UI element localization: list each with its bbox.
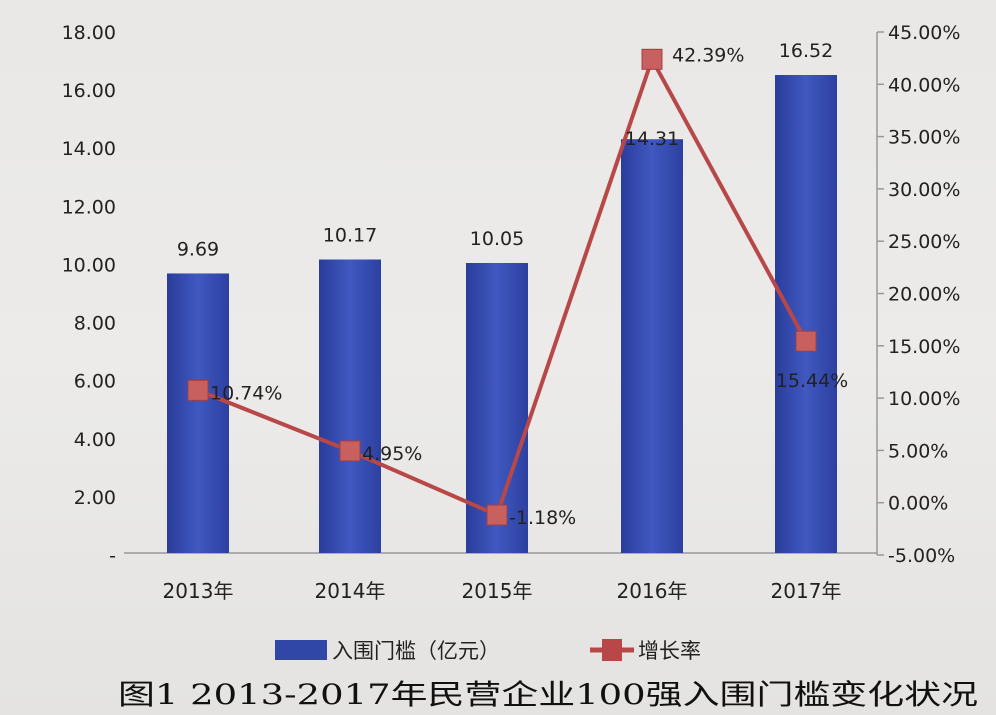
bar-label: 10.05	[470, 228, 524, 250]
line-marker	[339, 440, 361, 462]
line-marker	[795, 330, 817, 352]
right-axis-tick: 45.00%	[888, 22, 960, 44]
bar-label: 14.31	[625, 128, 679, 150]
x-axis-tick: 2013年	[163, 579, 234, 603]
left-axis-tick: 12.00	[62, 196, 116, 218]
bar-label: 16.52	[779, 40, 833, 62]
x-axis-tick: 2017年	[771, 579, 842, 603]
line-label: -1.18%	[509, 507, 576, 529]
line-label: 15.44%	[776, 370, 848, 392]
right-axis-tick: 40.00%	[888, 74, 960, 96]
legend-swatch-marker	[602, 639, 622, 661]
right-axis-tick: 30.00%	[888, 179, 960, 201]
left-axis-tick: 14.00	[62, 138, 116, 160]
bar	[319, 259, 381, 553]
right-axis-tick: -5.00%	[888, 545, 955, 567]
left-axis-tick: 16.00	[62, 80, 116, 102]
bar-label: 9.69	[177, 238, 219, 260]
line-label: 4.95%	[362, 443, 422, 465]
line-marker	[187, 379, 209, 401]
legend: 入围门槛（亿元） 增长率	[275, 639, 701, 663]
line-marker	[486, 504, 508, 526]
left-axis-tick: 2.00	[74, 487, 116, 509]
line-label: 42.39%	[672, 44, 744, 66]
right-axis-tick: 15.00%	[888, 336, 960, 358]
right-axis-tick: 5.00%	[888, 440, 948, 462]
chart-title: 图1 2013-2017年民营企业100强入围门槛变化状况	[118, 678, 978, 711]
right-axis-tick: 0.00%	[888, 493, 948, 515]
left-axis-tick: 6.00	[74, 371, 116, 393]
right-axis-tick: 10.00%	[888, 388, 960, 410]
x-axis-tick: 2016年	[617, 579, 688, 603]
right-axis-tick: 35.00%	[888, 127, 960, 149]
right-axis-tick: 25.00%	[888, 231, 960, 253]
legend-label-line: 增长率	[638, 639, 701, 663]
bar-label: 10.17	[323, 225, 377, 247]
line-label: 10.74%	[210, 382, 282, 404]
legend-swatch-bar	[275, 640, 327, 660]
legend-label-bar: 入围门槛（亿元）	[332, 639, 500, 663]
left-axis-tick: 8.00	[74, 313, 116, 335]
x-axis-tick: 2014年	[315, 579, 386, 603]
bar	[167, 273, 229, 553]
line-marker	[641, 48, 663, 70]
right-axis-tick: 20.00%	[888, 284, 960, 306]
left-axis-tick: 10.00	[62, 254, 116, 276]
bar	[621, 139, 683, 553]
x-axis-tick: 2015年	[462, 579, 533, 603]
left-axis-tick: 4.00	[74, 429, 116, 451]
left-axis-tick: 18.00	[62, 22, 116, 44]
left-axis-tick: -	[109, 545, 116, 567]
bar	[775, 75, 837, 553]
